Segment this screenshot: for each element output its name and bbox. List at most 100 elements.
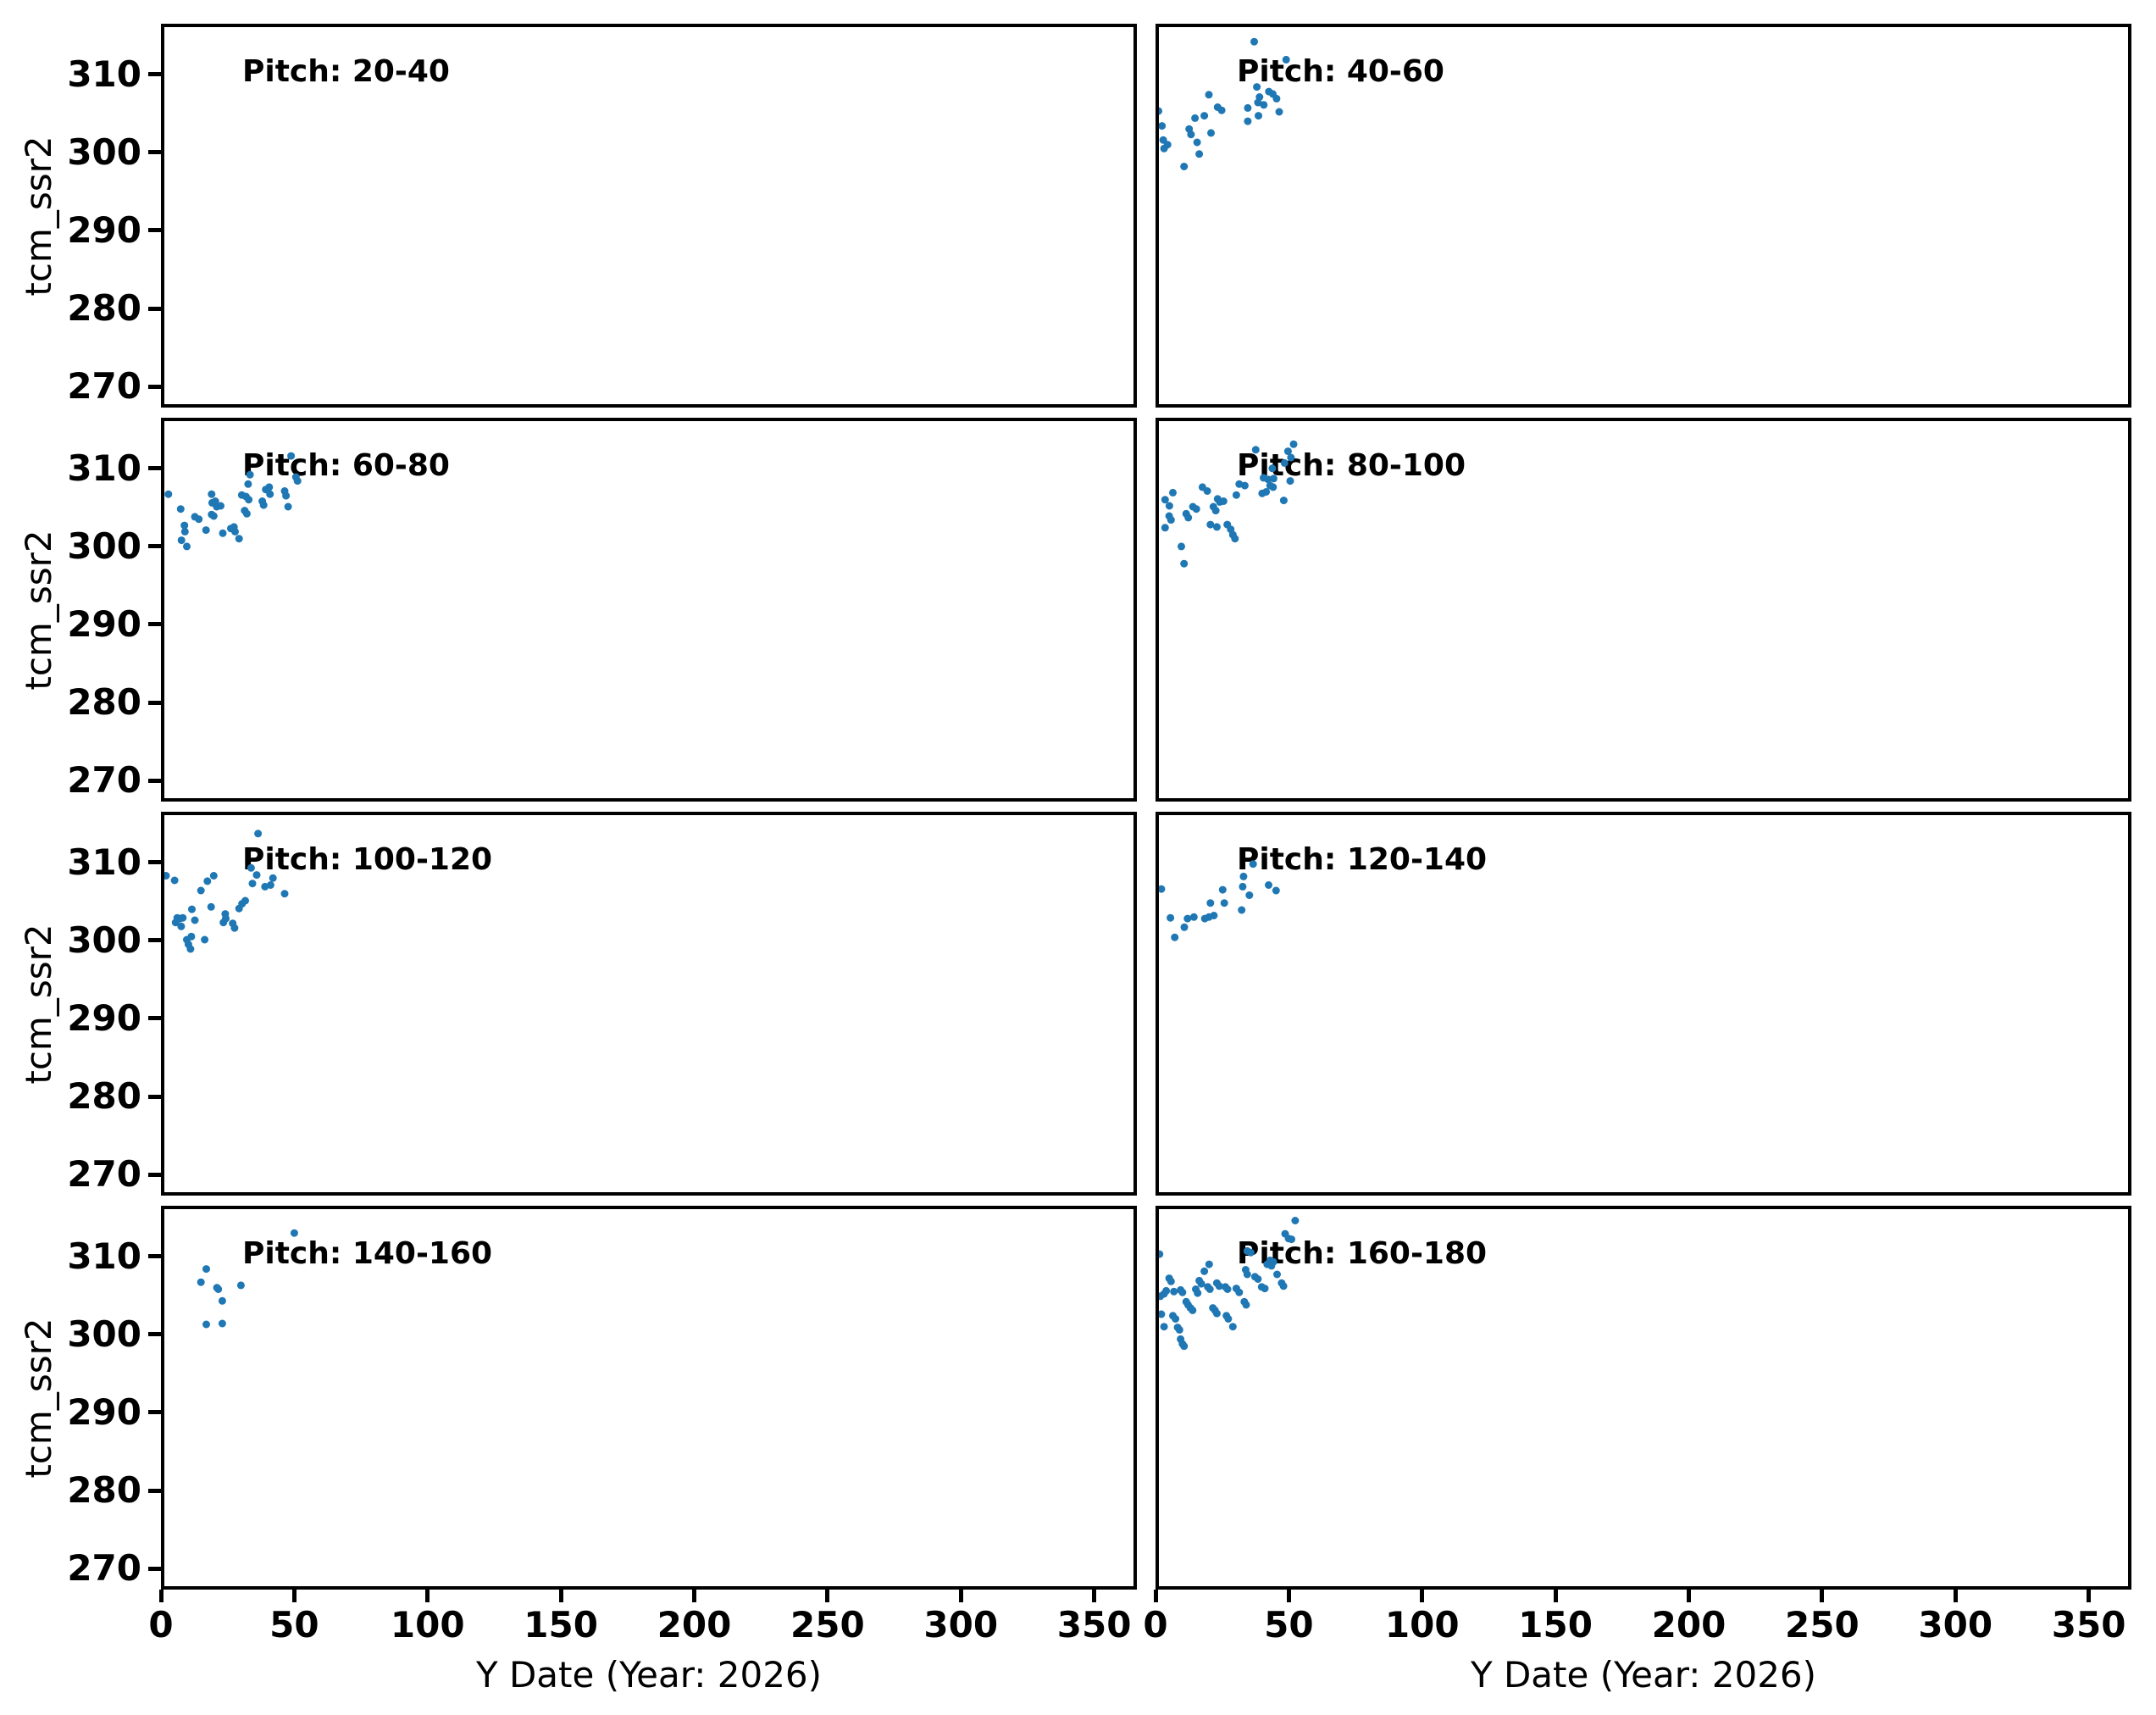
- x-tick-label: 150: [1518, 1604, 1593, 1646]
- data-point: [209, 872, 218, 880]
- data-point: [248, 880, 257, 888]
- data-point: [1193, 138, 1201, 147]
- data-point: [1167, 1277, 1175, 1285]
- data-point: [1238, 906, 1246, 914]
- data-point: [187, 932, 196, 941]
- data-point: [222, 914, 230, 923]
- data-point: [1279, 1282, 1288, 1290]
- data-point: [280, 890, 289, 898]
- data-point: [1162, 1286, 1171, 1295]
- data-point: [1194, 1289, 1202, 1297]
- x-tick-label: 200: [657, 1604, 732, 1646]
- y-tick: [148, 622, 161, 627]
- y-tick-label: 290: [67, 1390, 141, 1433]
- data-point: [1200, 1267, 1209, 1275]
- y-tick-label: 300: [67, 130, 141, 173]
- x-tick: [1286, 1590, 1291, 1602]
- subplot-title: Pitch: 140-160: [242, 1236, 493, 1271]
- data-point: [1254, 98, 1262, 107]
- subplot-title: Pitch: 120-140: [1237, 842, 1488, 877]
- y-tick-label: 270: [67, 759, 141, 802]
- data-point: [208, 490, 216, 498]
- data-point: [1272, 886, 1280, 895]
- data-point: [202, 526, 210, 535]
- data-point: [1273, 1270, 1281, 1279]
- data-point: [1249, 860, 1257, 869]
- subplot-pitch-140-160: Pitch: 140-160: [161, 1206, 1137, 1590]
- y-tick-label: 270: [67, 1153, 141, 1196]
- y-tick-label: 290: [67, 208, 141, 251]
- data-point: [1180, 163, 1189, 170]
- subplot-title: Pitch: 40-60: [1237, 54, 1444, 89]
- data-point: [1178, 542, 1185, 551]
- y-tick: [148, 544, 161, 549]
- data-point: [1192, 505, 1200, 513]
- data-point: [1159, 107, 1162, 115]
- data-point: [1206, 899, 1215, 907]
- y-tick: [148, 778, 161, 783]
- data-point: [235, 904, 243, 913]
- data-point: [179, 913, 187, 922]
- data-point: [1217, 106, 1226, 114]
- data-point: [293, 477, 302, 486]
- data-point: [1275, 108, 1283, 116]
- data-point: [1286, 477, 1294, 486]
- data-point: [188, 905, 196, 913]
- data-point: [1239, 882, 1247, 891]
- data-point: [171, 919, 180, 927]
- data-point: [197, 886, 205, 895]
- data-point: [1251, 446, 1260, 454]
- data-point: [1215, 1282, 1223, 1290]
- data-point: [1253, 83, 1261, 92]
- data-point: [195, 515, 203, 524]
- data-point: [202, 1320, 210, 1329]
- x-tick: [1153, 1590, 1158, 1602]
- x-axis-label: Y Date (Year: 2026): [1470, 1654, 1817, 1696]
- x-tick: [1687, 1590, 1691, 1602]
- data-point: [1220, 899, 1228, 907]
- x-tick-label: 150: [524, 1604, 598, 1646]
- data-point: [1218, 885, 1227, 894]
- data-point: [284, 502, 292, 511]
- y-tick: [148, 1332, 161, 1337]
- data-point: [1224, 1315, 1233, 1323]
- data-point: [1212, 523, 1221, 531]
- subplot-title: Pitch: 160-180: [1237, 1236, 1488, 1271]
- data-point: [209, 512, 218, 520]
- data-point: [1282, 55, 1290, 64]
- subplot-pitch-60-80: Pitch: 60-80: [161, 418, 1137, 802]
- y-tick-label: 280: [67, 287, 141, 330]
- scatter-points: [1159, 37, 1290, 170]
- data-point: [242, 509, 251, 518]
- x-tick: [1953, 1590, 1958, 1602]
- data-point: [1244, 103, 1252, 112]
- scatter-points: [197, 1229, 298, 1329]
- data-point: [1175, 1325, 1183, 1334]
- x-tick: [425, 1590, 430, 1602]
- y-tick: [148, 150, 161, 155]
- data-point: [191, 916, 199, 924]
- data-point: [1283, 447, 1292, 456]
- data-point: [236, 1281, 245, 1290]
- y-tick: [148, 1566, 161, 1571]
- data-point: [218, 1319, 226, 1328]
- data-point: [287, 452, 296, 460]
- y-tick: [148, 938, 161, 943]
- data-point: [1240, 481, 1249, 490]
- data-point: [1261, 1285, 1269, 1293]
- data-point: [197, 1278, 205, 1286]
- data-point: [230, 924, 239, 932]
- subplot-pitch-40-60: Pitch: 40-60: [1156, 24, 2131, 408]
- data-point: [207, 902, 215, 911]
- y-tick: [148, 1016, 161, 1021]
- data-point: [1280, 458, 1289, 467]
- y-tick: [148, 860, 161, 865]
- scatter-points: [164, 452, 302, 551]
- y-tick-label: 270: [67, 1547, 141, 1590]
- data-point: [1243, 1270, 1251, 1279]
- scatter-points: [1161, 440, 1298, 568]
- data-point: [1167, 913, 1175, 922]
- data-point: [1180, 1342, 1189, 1351]
- data-point: [1205, 1285, 1214, 1293]
